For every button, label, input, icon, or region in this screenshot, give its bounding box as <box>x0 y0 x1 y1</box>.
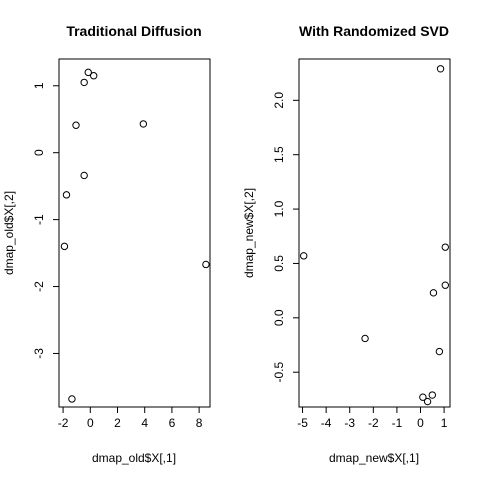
y-tick-label: -1 <box>32 214 46 225</box>
x-tick-label: -1 <box>392 416 403 430</box>
y-tick-label: 2.0 <box>272 92 286 109</box>
x-tick-label: -2 <box>368 416 379 430</box>
y-tick-label: 1 <box>32 82 46 89</box>
x-axis-label: dmap_new$X[,1] <box>329 451 419 465</box>
x-tick-label: -5 <box>297 416 308 430</box>
y-tick-label: -2 <box>32 281 46 292</box>
y-tick-label: 0 <box>32 149 46 156</box>
y-tick-label: 0.5 <box>272 255 286 272</box>
x-tick-label: 2 <box>114 416 121 430</box>
chart-title: Traditional Diffusion <box>66 23 201 39</box>
y-axis-label: dmap_old$X[,2] <box>2 191 16 275</box>
x-tick-label: -3 <box>344 416 355 430</box>
y-tick-label: 1.0 <box>272 200 286 217</box>
x-tick-label: 4 <box>141 416 148 430</box>
x-tick-label: -4 <box>321 416 332 430</box>
x-tick-label: -2 <box>58 416 69 430</box>
x-tick-label: 8 <box>196 416 203 430</box>
chart-title: With Randomized SVD <box>299 23 449 39</box>
y-tick-label: -0.5 <box>272 362 286 383</box>
x-tick-label: 0 <box>417 416 424 430</box>
y-tick-label: 1.5 <box>272 146 286 163</box>
y-axis-label: dmap_new$X[,2] <box>242 188 256 278</box>
x-tick-label: 6 <box>169 416 176 430</box>
x-tick-label: 0 <box>87 416 94 430</box>
y-tick-label: -3 <box>32 348 46 359</box>
x-axis-label: dmap_old$X[,1] <box>92 451 176 465</box>
x-tick-label: 1 <box>441 416 448 430</box>
y-tick-label: 0.0 <box>272 309 286 326</box>
